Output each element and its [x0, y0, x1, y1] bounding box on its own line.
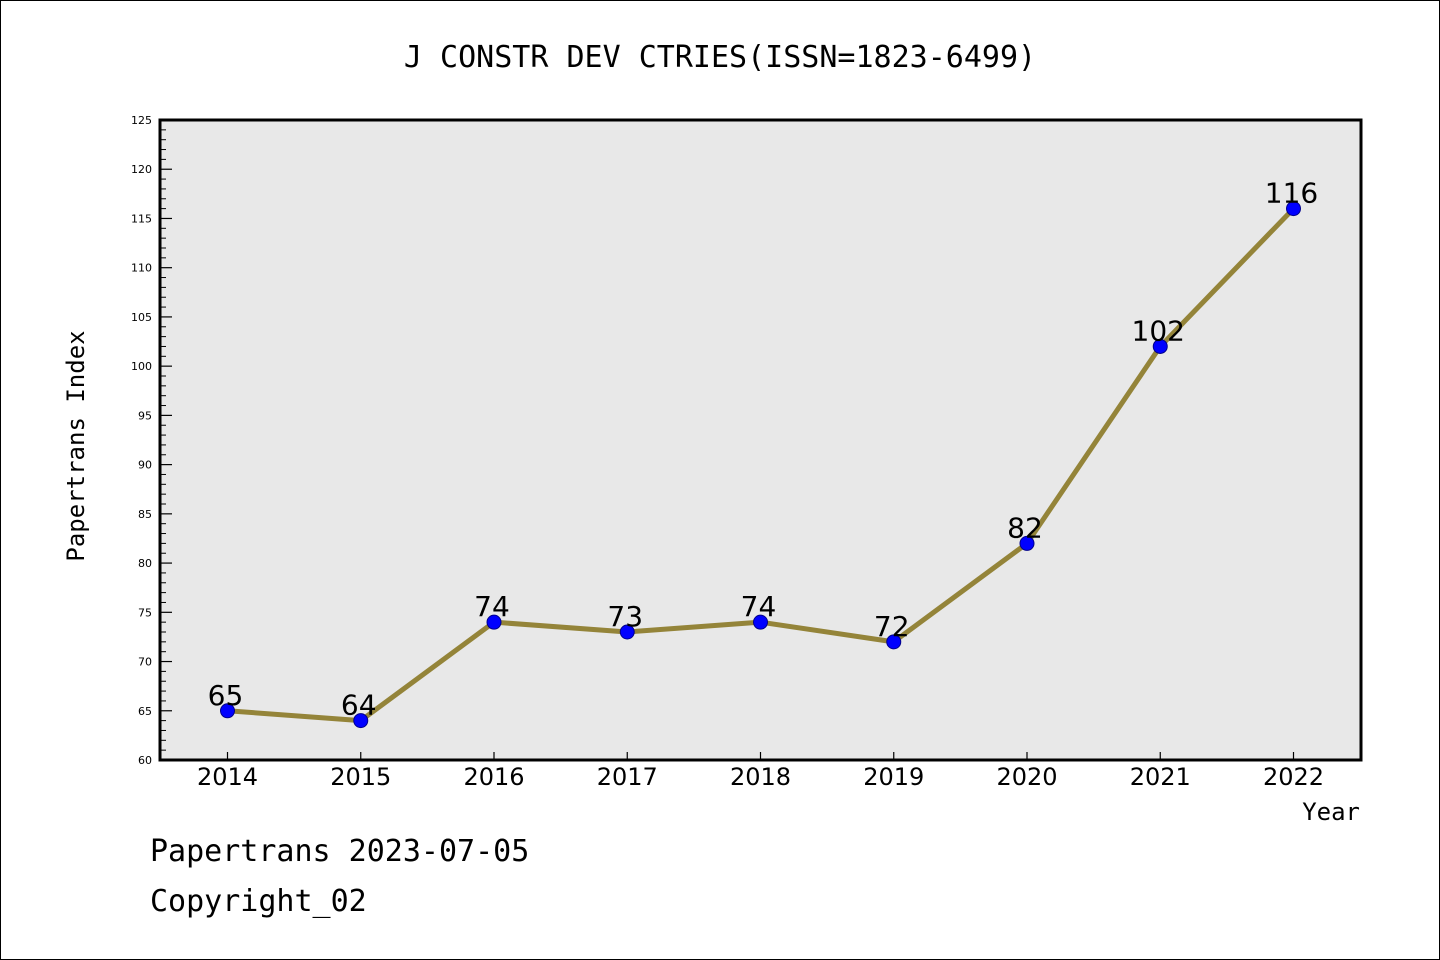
y-tick-label: 120 — [131, 163, 152, 176]
y-tick-label: 85 — [138, 508, 152, 521]
x-tick-label: 2020 — [996, 763, 1057, 791]
y-axis-label: Papertrans Index — [62, 330, 90, 561]
x-axis-label: Year — [1302, 798, 1360, 826]
data-label: 64 — [341, 689, 377, 722]
x-tick-label: 2021 — [1130, 763, 1191, 791]
y-tick-label: 105 — [131, 311, 152, 324]
x-tick-label: 2019 — [863, 763, 924, 791]
y-tick-label: 125 — [131, 114, 152, 127]
y-tick-label: 65 — [138, 705, 152, 718]
plot-area — [160, 120, 1361, 760]
y-tick-label: 90 — [138, 459, 152, 472]
data-point — [1019, 535, 1035, 551]
data-label: 72 — [874, 610, 910, 643]
data-label: 116 — [1265, 177, 1318, 210]
x-tick-label: 2014 — [197, 763, 258, 791]
y-tick-label: 115 — [131, 212, 152, 225]
data-point — [619, 624, 635, 640]
x-tick-label: 2022 — [1263, 763, 1324, 791]
data-point — [1152, 338, 1168, 354]
data-label: 65 — [208, 679, 244, 712]
y-tick-label: 110 — [131, 262, 152, 275]
data-label: 74 — [474, 590, 510, 623]
plot-border — [158, 118, 1363, 762]
x-tick-label: 2017 — [597, 763, 658, 791]
footer-date-text: Papertrans 2023-07-05 — [150, 834, 530, 869]
data-point — [886, 634, 902, 650]
data-point — [1286, 201, 1301, 217]
data-point — [353, 713, 369, 729]
y-tick-label: 95 — [138, 409, 152, 422]
y-tick-label: 100 — [131, 360, 152, 373]
data-label: 82 — [1007, 511, 1043, 544]
data-point — [220, 703, 235, 719]
series-group: 65 64 74 73 74 72 82 102 116 — [208, 177, 1318, 729]
footer-copyright-text: Copyright_02 — [150, 884, 367, 919]
x-axis: 2014 2015 2016 2017 2018 2019 2020 2021 2022 — [197, 752, 1324, 791]
x-tick-label: 2018 — [730, 763, 791, 791]
y-tick-label: 75 — [138, 606, 152, 619]
chart-title: J CONSTR DEV CTRIES(ISSN=1823-6499) — [404, 40, 1036, 75]
y-tick-label: 80 — [138, 557, 152, 570]
x-tick-label: 2016 — [463, 763, 524, 791]
x-tick-label: 2015 — [330, 763, 391, 791]
data-point — [486, 614, 502, 630]
data-label: 102 — [1132, 314, 1185, 347]
data-label: 74 — [741, 590, 777, 623]
data-label: 73 — [607, 600, 643, 633]
y-tick-label: 60 — [138, 754, 152, 767]
y-tick-label: 70 — [138, 656, 152, 669]
data-point — [753, 614, 768, 630]
